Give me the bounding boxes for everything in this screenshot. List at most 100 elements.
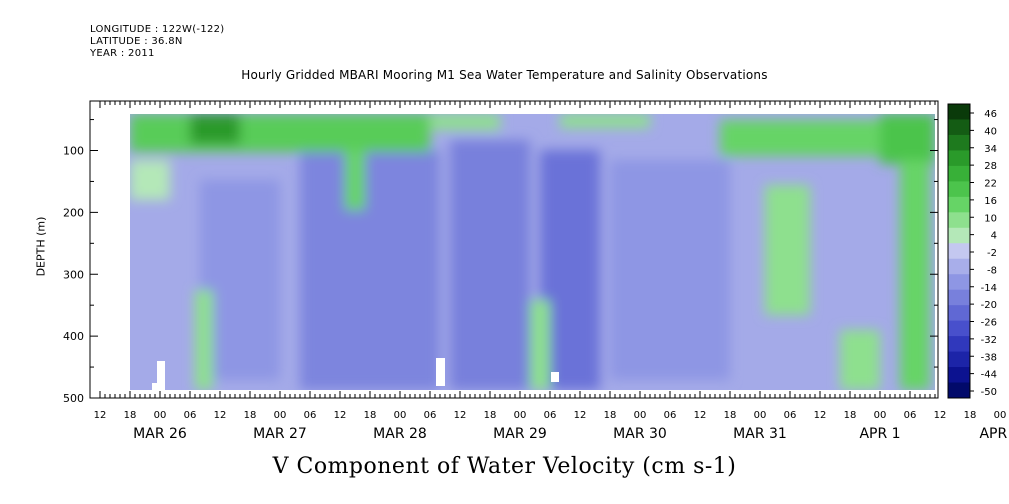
x-hour-label: 06 bbox=[424, 410, 437, 421]
latitude-label: LATITUDE : 36.8N bbox=[90, 36, 183, 47]
field-patch bbox=[345, 150, 365, 210]
minor-ticks bbox=[99, 101, 936, 398]
y-tick-label: 400 bbox=[63, 330, 84, 343]
x-hour-label: 12 bbox=[934, 410, 947, 421]
field-band bbox=[300, 150, 440, 390]
colorbar-label: -8 bbox=[987, 265, 997, 276]
colorbar-label: -2 bbox=[987, 248, 997, 259]
plot-frame bbox=[89, 100, 939, 399]
x-hour-label: 00 bbox=[274, 410, 287, 421]
colorbar-segment bbox=[948, 212, 970, 229]
colorbar-segment bbox=[948, 305, 970, 322]
field-surface bbox=[190, 114, 240, 144]
colorbar-segment bbox=[948, 367, 970, 384]
field-surface bbox=[430, 114, 500, 130]
field-patch bbox=[765, 185, 810, 315]
x-hour-label: 12 bbox=[454, 410, 467, 421]
x-date-label: APR 1 bbox=[859, 426, 900, 442]
x-hour-label: 12 bbox=[214, 410, 227, 421]
colorbar-segment bbox=[948, 227, 970, 244]
x-date-label: APR 2 bbox=[979, 426, 1009, 442]
colorbar-label: -26 bbox=[981, 318, 997, 329]
y-tick-label: 300 bbox=[63, 268, 84, 281]
y-tick-label: 100 bbox=[63, 145, 84, 158]
colorbar-segment bbox=[948, 150, 970, 167]
chart-title: Hourly Gridded MBARI Mooring M1 Sea Wate… bbox=[241, 68, 768, 82]
colorbar-label: 22 bbox=[984, 179, 997, 190]
x-hour-label: 00 bbox=[394, 410, 407, 421]
x-hour-label: 06 bbox=[304, 410, 317, 421]
colorbar-segment bbox=[948, 351, 970, 368]
colorbar-label: 40 bbox=[984, 126, 997, 137]
x-hour-label: 12 bbox=[694, 410, 707, 421]
colorbar-label: -38 bbox=[981, 352, 997, 363]
x-hour-label: 18 bbox=[124, 410, 137, 421]
missing-data-gap bbox=[157, 361, 165, 390]
x-date-label: MAR 28 bbox=[373, 426, 427, 442]
x-hour-label: 06 bbox=[184, 410, 197, 421]
x-hour-label: 00 bbox=[514, 410, 527, 421]
x-hour-label: 00 bbox=[634, 410, 647, 421]
colorbar-segment bbox=[948, 382, 970, 399]
heatmap-field bbox=[130, 114, 935, 390]
colorbar-label: -50 bbox=[981, 387, 997, 398]
colorbar-segment bbox=[948, 165, 970, 182]
field-surface bbox=[560, 114, 650, 128]
colorbar-label: 4 bbox=[991, 231, 997, 242]
field-patch bbox=[195, 290, 213, 390]
year-label: YEAR : 2011 bbox=[90, 48, 155, 59]
field-surface bbox=[130, 114, 430, 152]
field-patch bbox=[840, 330, 880, 390]
x-hour-label: 06 bbox=[664, 410, 677, 421]
x-hour-label: 12 bbox=[574, 410, 587, 421]
colorbar-segment bbox=[948, 119, 970, 136]
x-axis: 12 18 00 06 12 18 00 06 12 18 00 06 12 18 00 06 12 18 00 06… bbox=[94, 410, 1009, 442]
x-axis-label: V Component of Water Velocity (cm s-1) bbox=[272, 454, 737, 479]
x-date-label: MAR 26 bbox=[133, 426, 187, 442]
colorbar-label: -44 bbox=[981, 370, 997, 381]
colorbar-label: 46 bbox=[984, 109, 997, 120]
colorbar-segment bbox=[948, 320, 970, 337]
colorbar-segment bbox=[948, 289, 970, 306]
x-hour-label: 06 bbox=[784, 410, 797, 421]
field-band bbox=[200, 180, 280, 380]
x-hour-label: 18 bbox=[844, 410, 857, 421]
colorbar-label: 28 bbox=[984, 161, 997, 172]
field-patch bbox=[530, 300, 550, 390]
colorbar-segment bbox=[948, 196, 970, 213]
x-hour-label: 18 bbox=[724, 410, 737, 421]
colorbar-label: 16 bbox=[984, 196, 997, 207]
x-hour-label: 00 bbox=[994, 410, 1007, 421]
x-hour-label: 18 bbox=[364, 410, 377, 421]
x-date-label: MAR 30 bbox=[613, 426, 667, 442]
x-hour-label: 06 bbox=[544, 410, 557, 421]
field-band bbox=[610, 160, 730, 380]
colorbar-segment bbox=[948, 336, 970, 353]
colorbar-frame bbox=[947, 103, 971, 399]
longitude-label: LONGITUDE : 122W(-122) bbox=[90, 24, 225, 35]
x-hour-label: 00 bbox=[754, 410, 767, 421]
field-patch bbox=[130, 160, 170, 200]
colorbar-label: -20 bbox=[981, 300, 997, 311]
x-hour-label: 18 bbox=[484, 410, 497, 421]
x-date-label: MAR 31 bbox=[733, 426, 787, 442]
field-patch bbox=[900, 160, 930, 390]
x-hour-label: 06 bbox=[904, 410, 917, 421]
field-surface bbox=[880, 114, 935, 164]
y-tick-label: 500 bbox=[63, 392, 84, 405]
colorbar-segment bbox=[948, 258, 970, 275]
colorbar-segment bbox=[948, 274, 970, 291]
field-band bbox=[450, 140, 530, 390]
colorbar-label: 10 bbox=[984, 213, 997, 224]
missing-data-gap bbox=[152, 383, 158, 390]
colorbar-segment bbox=[948, 104, 970, 120]
colorbar-label: -14 bbox=[981, 283, 997, 294]
x-hour-label: 12 bbox=[814, 410, 827, 421]
colorbar-segment bbox=[948, 243, 970, 260]
x-hour-label: 18 bbox=[964, 410, 977, 421]
x-hour-label: 12 bbox=[94, 410, 107, 421]
x-hour-label: 12 bbox=[334, 410, 347, 421]
colorbar-segment bbox=[948, 134, 970, 151]
x-hour-label: 18 bbox=[604, 410, 617, 421]
